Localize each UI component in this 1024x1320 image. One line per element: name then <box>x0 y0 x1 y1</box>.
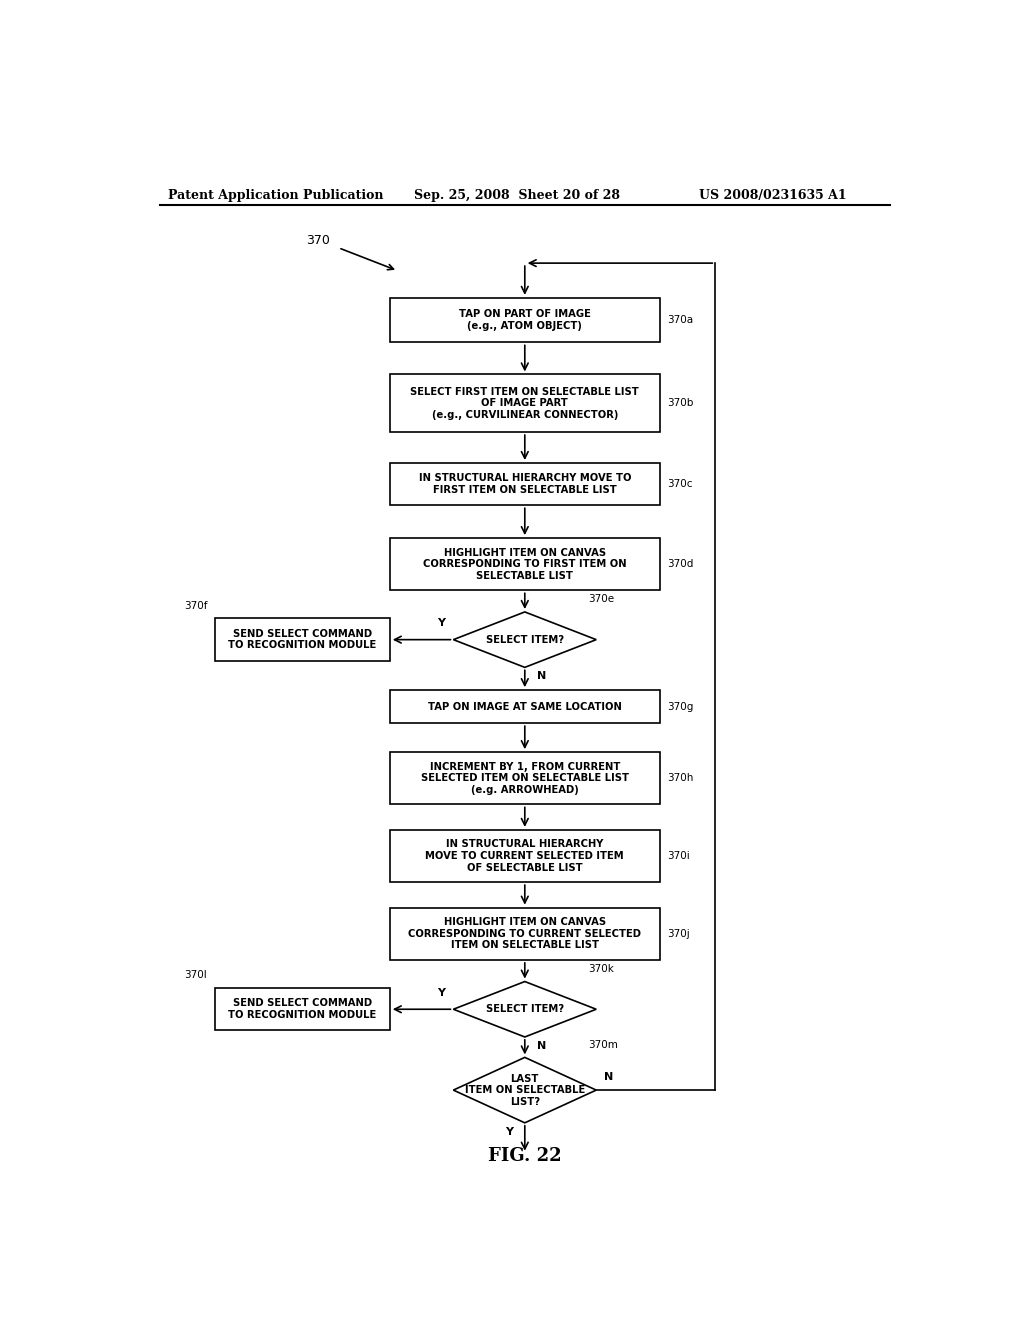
Text: 370c: 370c <box>668 479 693 490</box>
Text: 370: 370 <box>306 234 331 247</box>
Text: N: N <box>604 1072 613 1082</box>
Text: IN STRUCTURAL HIERARCHY
MOVE TO CURRENT SELECTED ITEM
OF SELECTABLE LIST: IN STRUCTURAL HIERARCHY MOVE TO CURRENT … <box>426 840 624 873</box>
FancyBboxPatch shape <box>390 752 659 804</box>
Text: 370f: 370f <box>184 601 207 611</box>
Text: 370d: 370d <box>668 560 694 569</box>
FancyBboxPatch shape <box>215 989 390 1031</box>
Text: Y: Y <box>437 987 445 998</box>
FancyBboxPatch shape <box>215 619 390 661</box>
Text: HIGHLIGHT ITEM ON CANVAS
CORRESPONDING TO FIRST ITEM ON
SELECTABLE LIST: HIGHLIGHT ITEM ON CANVAS CORRESPONDING T… <box>423 548 627 581</box>
Text: Y: Y <box>437 618 445 628</box>
Text: 370e: 370e <box>588 594 614 605</box>
Text: 370l: 370l <box>184 970 207 981</box>
Text: N: N <box>537 1040 546 1051</box>
Text: 370k: 370k <box>588 964 614 974</box>
Text: TAP ON PART OF IMAGE
(e.g., ATOM OBJECT): TAP ON PART OF IMAGE (e.g., ATOM OBJECT) <box>459 309 591 331</box>
Text: SELECT ITEM?: SELECT ITEM? <box>485 1005 564 1014</box>
Text: IN STRUCTURAL HIERARCHY MOVE TO
FIRST ITEM ON SELECTABLE LIST: IN STRUCTURAL HIERARCHY MOVE TO FIRST IT… <box>419 474 631 495</box>
FancyBboxPatch shape <box>390 908 659 960</box>
Text: SELECT FIRST ITEM ON SELECTABLE LIST
OF IMAGE PART
(e.g., CURVILINEAR CONNECTOR): SELECT FIRST ITEM ON SELECTABLE LIST OF … <box>411 387 639 420</box>
FancyBboxPatch shape <box>390 298 659 342</box>
Text: INCREMENT BY 1, FROM CURRENT
SELECTED ITEM ON SELECTABLE LIST
(e.g. ARROWHEAD): INCREMENT BY 1, FROM CURRENT SELECTED IT… <box>421 762 629 795</box>
Text: LAST
ITEM ON SELECTABLE
LIST?: LAST ITEM ON SELECTABLE LIST? <box>465 1073 585 1106</box>
Text: 370g: 370g <box>668 702 694 711</box>
FancyBboxPatch shape <box>390 690 659 723</box>
FancyBboxPatch shape <box>390 463 659 506</box>
Text: Y: Y <box>505 1127 513 1137</box>
Text: 370i: 370i <box>668 851 690 861</box>
Text: TAP ON IMAGE AT SAME LOCATION: TAP ON IMAGE AT SAME LOCATION <box>428 702 622 711</box>
Text: 370b: 370b <box>668 399 694 408</box>
FancyBboxPatch shape <box>390 830 659 882</box>
Text: SEND SELECT COMMAND
TO RECOGNITION MODULE: SEND SELECT COMMAND TO RECOGNITION MODUL… <box>228 628 377 651</box>
Text: 370h: 370h <box>668 774 694 783</box>
Text: N: N <box>537 671 546 681</box>
Text: HIGHLIGHT ITEM ON CANVAS
CORRESPONDING TO CURRENT SELECTED
ITEM ON SELECTABLE LI: HIGHLIGHT ITEM ON CANVAS CORRESPONDING T… <box>409 917 641 950</box>
Polygon shape <box>454 982 596 1038</box>
Polygon shape <box>454 612 596 668</box>
Text: 370a: 370a <box>668 315 694 325</box>
Text: Patent Application Publication: Patent Application Publication <box>168 189 383 202</box>
Text: Sep. 25, 2008  Sheet 20 of 28: Sep. 25, 2008 Sheet 20 of 28 <box>414 189 620 202</box>
FancyBboxPatch shape <box>390 375 659 432</box>
Text: SELECT ITEM?: SELECT ITEM? <box>485 635 564 644</box>
Text: 370m: 370m <box>588 1040 618 1049</box>
Text: US 2008/0231635 A1: US 2008/0231635 A1 <box>699 189 847 202</box>
Polygon shape <box>454 1057 596 1123</box>
Text: 370j: 370j <box>668 929 690 939</box>
FancyBboxPatch shape <box>390 539 659 590</box>
Text: FIG. 22: FIG. 22 <box>488 1147 561 1164</box>
Text: SEND SELECT COMMAND
TO RECOGNITION MODULE: SEND SELECT COMMAND TO RECOGNITION MODUL… <box>228 998 377 1020</box>
